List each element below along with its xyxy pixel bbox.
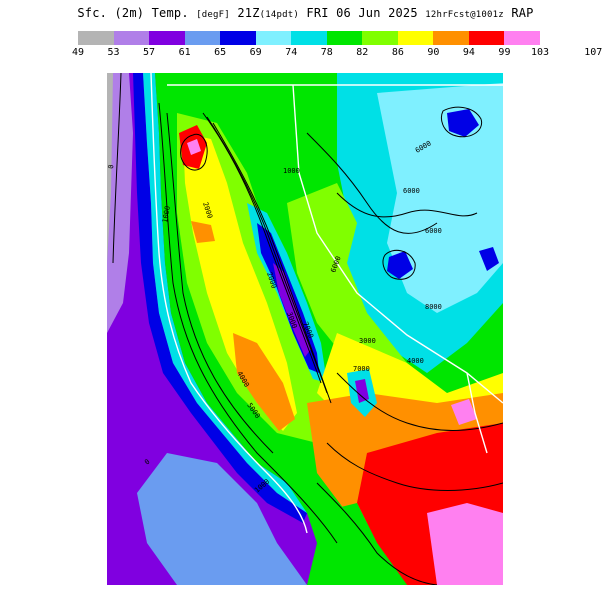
- color-swatch: [149, 31, 185, 45]
- color-swatch: [362, 31, 398, 45]
- scale-tick-label: 86: [391, 47, 404, 58]
- color-swatch: [504, 31, 540, 45]
- socal-green-band: [317, 503, 407, 585]
- scale-tick-label: 74: [285, 47, 298, 58]
- color-swatch: [113, 31, 150, 45]
- title-run: 12hrFcst@1001z: [425, 10, 504, 20]
- cold-pocket-mid: [387, 251, 413, 279]
- northeast-lightcyan: [377, 83, 503, 313]
- contour-label: 6000: [403, 187, 420, 195]
- desert-pink-patch: [451, 399, 477, 425]
- scale-tick-label: 65: [214, 47, 227, 58]
- coastline: [150, 73, 308, 534]
- hotspot-north-pink: [187, 139, 201, 155]
- color-swatch: [326, 31, 363, 45]
- cold-pocket-north: [447, 109, 479, 137]
- title-fhr: (14pdt): [259, 10, 299, 20]
- contour-label: 3000: [359, 337, 376, 345]
- scale-tick-label: 90: [427, 47, 440, 58]
- contour-lines: [112, 73, 503, 585]
- scale-tick-label: 61: [178, 47, 191, 58]
- scale-tick-label: 78: [320, 47, 333, 58]
- title-main: Sfc. (2m) Temp.: [77, 6, 189, 20]
- ocean-lavender: [107, 73, 133, 333]
- color-scale-bar: [78, 31, 540, 45]
- color-scale-ticks: 49 53 57 61 65 69 74 78 82 86 90 94 99 103 107: [0, 47, 611, 61]
- coast-blue-strip: [133, 73, 307, 523]
- scale-tick-label: 49: [71, 47, 85, 58]
- contour-label: 7000: [353, 365, 370, 373]
- title-valid: 21Z: [237, 6, 260, 20]
- state-boundaries: [167, 84, 503, 454]
- sierra-purple: [273, 263, 311, 357]
- color-swatch: [397, 31, 434, 45]
- contour-label: 8000: [425, 303, 442, 311]
- color-swatch: [255, 31, 292, 45]
- cold-pocket-east: [479, 247, 499, 271]
- scale-tick-label: 103: [530, 47, 550, 58]
- scale-tick-label: 69: [249, 47, 262, 58]
- title-model: RAP: [511, 6, 534, 20]
- scale-tick-label: 53: [107, 47, 120, 58]
- scale-tick-label: 99: [498, 47, 511, 58]
- color-swatch: [78, 31, 114, 45]
- valley-orange-patch: [191, 221, 215, 243]
- title-units: [degF]: [196, 10, 230, 20]
- contour-label: 1000: [161, 205, 172, 223]
- color-swatch: [468, 31, 505, 45]
- color-swatch: [291, 31, 327, 45]
- valley-yellow: [183, 133, 297, 431]
- yellow-green-interior: [287, 183, 437, 403]
- ocean-blue-south: [137, 453, 307, 585]
- scale-tick-label: 82: [356, 47, 369, 58]
- color-swatch: [433, 31, 469, 45]
- temperature-map: 0010001000100020002000300030004000400050…: [107, 73, 503, 585]
- contour-label: 0: [143, 458, 151, 467]
- valley-orange: [233, 333, 295, 431]
- color-swatch: [184, 31, 221, 45]
- scale-tick-label: 57: [143, 47, 156, 58]
- contour-label: 4000: [407, 357, 424, 365]
- contour-label: 0: [107, 164, 115, 169]
- color-swatch: [220, 31, 256, 45]
- title-date: FRI 06 Jun 2025: [306, 6, 418, 20]
- desert-pink: [427, 503, 503, 585]
- map-title: Sfc. (2m) Temp. [degF] 21Z(14pdt) FRI 06…: [0, 6, 611, 20]
- socal-mountains-purple: [355, 379, 369, 403]
- scale-tick-label: 94: [462, 47, 475, 58]
- scale-tick-label: 107: [584, 47, 603, 58]
- contour-label: 6000: [425, 227, 442, 235]
- contour-label: 1000: [283, 167, 300, 175]
